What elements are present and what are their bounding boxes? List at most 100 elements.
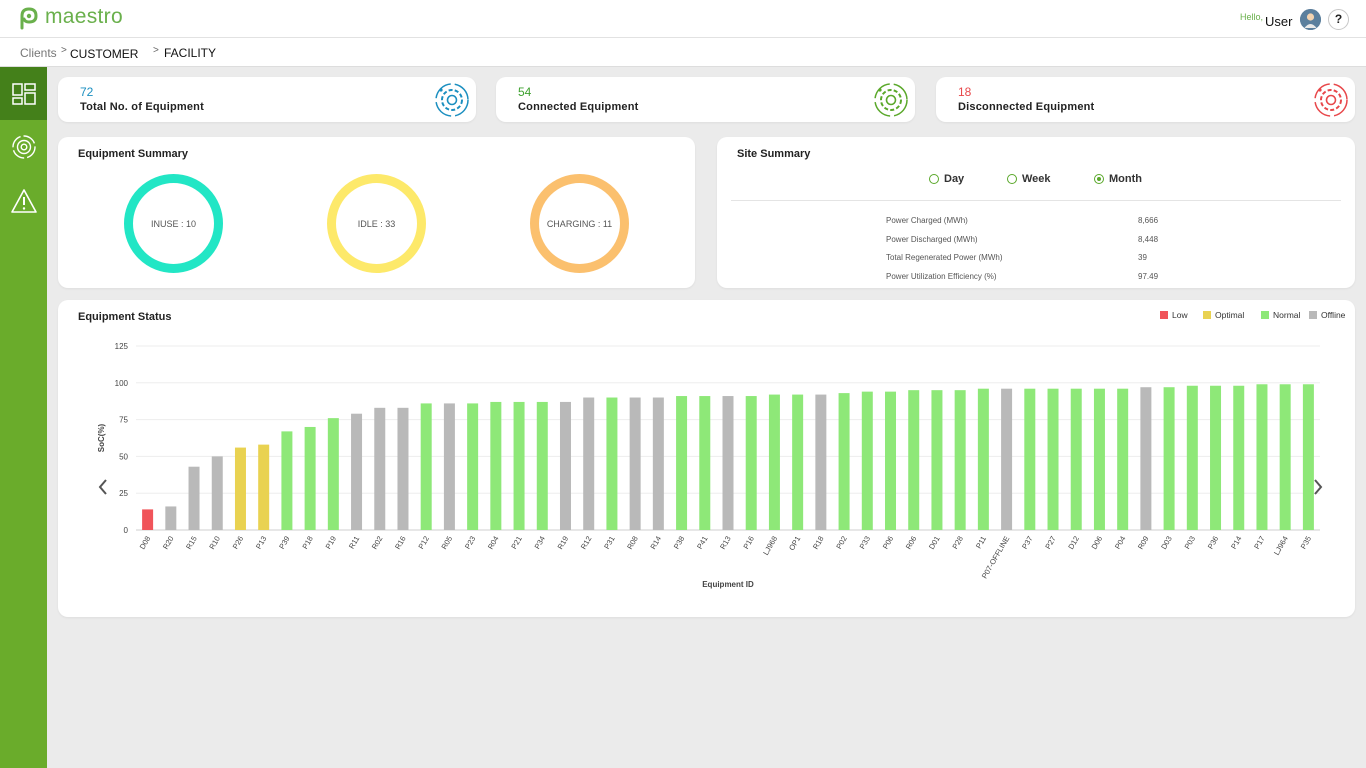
x-tick-label: P33 [858,535,872,551]
legend-item-normal[interactable]: Normal [1261,310,1300,320]
bar [977,388,989,530]
bar [652,397,664,530]
x-tick-label: LJ964 [1272,535,1290,557]
equipment-status-card: Equipment Status Low Optimal Normal Offl… [58,300,1355,617]
sidebar [0,67,47,768]
y-tick-label: 25 [119,489,128,498]
chart-prev-button[interactable] [88,472,118,502]
bar [142,509,154,530]
period-day-option[interactable]: Day [929,173,964,185]
top-bar: maestro Hello, User ? [0,0,1366,38]
bar [1001,388,1013,530]
site-row-value: 8,666 [1138,216,1159,225]
legend-item-low[interactable]: Low [1160,310,1188,320]
period-month-option[interactable]: Month [1094,173,1142,185]
x-tick-label: P26 [231,535,245,551]
x-tick-label: P35 [1299,535,1313,551]
bar [351,413,363,530]
x-tick-label: R06 [904,535,919,551]
legend-swatch [1160,311,1168,319]
site-row-label: Power Utilization Efficiency (%) [886,272,997,281]
x-tick-label: P41 [695,535,709,551]
avatar[interactable] [1300,9,1321,30]
bar [745,396,757,530]
x-tick-label: P13 [254,535,268,551]
idle-ring[interactable]: IDLE : 33 [327,174,426,273]
x-tick-label: R05 [439,535,454,551]
x-tick-label: OP1 [787,535,802,553]
bar [954,390,966,530]
bar [792,394,804,530]
bar [1279,384,1291,530]
x-tick-label: P36 [1206,535,1220,551]
bar [908,390,920,530]
ring-label: IDLE : 33 [357,218,396,229]
legend-item-offline[interactable]: Offline [1309,310,1345,320]
x-tick-label: R18 [811,535,826,551]
maestro-logo-icon [20,7,38,30]
bar [1140,387,1152,530]
legend-label: Offline [1321,310,1346,320]
charging-ring[interactable]: CHARGING : 11 [530,174,629,273]
dashboard-icon [11,82,36,105]
equipment-icon [11,134,36,159]
y-tick-label: 75 [119,416,128,425]
radio-icon [1007,174,1017,184]
site-row-value: 8,448 [1138,235,1159,244]
site-row-label: Power Charged (MWh) [886,216,968,225]
card-title: Site Summary [737,148,811,160]
bar [327,418,339,530]
equipment-connected-icon [874,83,908,117]
user-name[interactable]: User [1265,14,1293,29]
site-summary-card: Site Summary Day Week Month Power Charge… [717,137,1355,288]
bar [188,466,200,530]
x-tick-label: P23 [463,535,477,551]
bar [699,396,711,530]
logo[interactable]: maestro [18,4,123,30]
x-tick-label: R11 [347,535,361,551]
site-row-value: 97.49 [1138,272,1159,281]
inuse-ring[interactable]: INUSE : 10 [124,174,223,273]
bar [606,397,618,530]
x-tick-label: R08 [625,535,640,551]
y-axis-label: SoC(%) [97,423,106,452]
bar [1163,387,1175,530]
card-title: Equipment Summary [78,148,189,160]
stat-card-disconnected[interactable]: 18 Disconnected Equipment [936,77,1355,122]
bar [467,403,479,530]
chevron-left-icon [98,479,107,495]
equipment-summary-card: Equipment Summary INUSE : 10 IDLE : 33 C… [58,137,695,288]
bar [1070,388,1082,530]
chart-next-button[interactable] [1303,472,1333,502]
x-tick-label: LJ968 [761,535,779,557]
sidebar-item-dashboard[interactable] [0,67,47,120]
bar [374,407,386,530]
x-tick-label: R16 [393,535,408,551]
bar [768,394,780,530]
legend-item-optimal[interactable]: Optimal [1203,310,1244,320]
x-tick-label: P14 [1229,535,1243,551]
stat-card-total[interactable]: 72 Total No. of Equipment [58,77,476,122]
y-tick-label: 50 [119,452,128,461]
bar [1093,388,1105,530]
period-week-option[interactable]: Week [1007,173,1051,185]
bar [490,401,502,530]
x-tick-label: P28 [950,535,964,551]
bar [258,444,270,530]
breadcrumb-facility[interactable]: FACILITY [164,46,217,60]
breadcrumb-separator: > [61,45,67,56]
x-tick-label: P12 [416,535,430,551]
x-tick-label: R13 [718,535,733,551]
bar [1302,384,1314,530]
sidebar-item-alerts[interactable] [0,174,47,227]
sidebar-item-equipment[interactable] [0,120,47,173]
stat-value: 54 [518,85,532,99]
breadcrumb-clients[interactable]: Clients [20,46,57,60]
stat-value: 72 [80,85,94,99]
help-button[interactable]: ? [1328,9,1349,30]
x-tick-label: P18 [300,535,314,551]
x-tick-label: R10 [207,535,222,551]
legend-label: Low [1172,310,1188,320]
breadcrumb-customer[interactable]: CUSTOMER [70,47,139,61]
stat-card-connected[interactable]: 54 Connected Equipment [496,77,915,122]
